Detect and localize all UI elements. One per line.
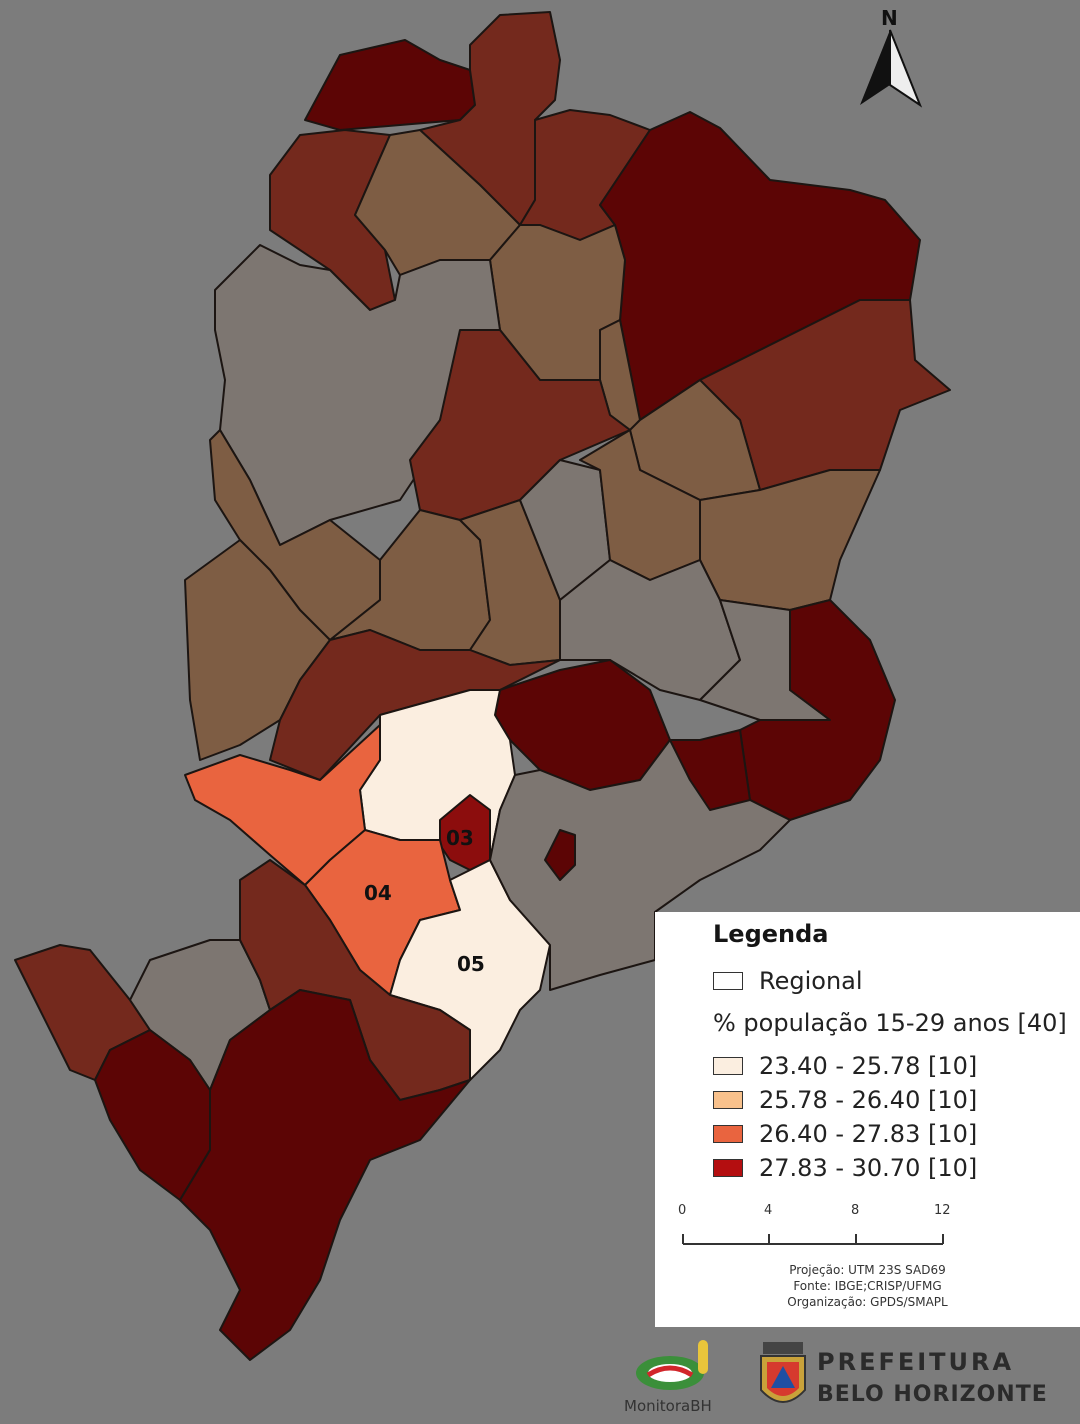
scale-bar: 0 4 8 12 km — [678, 1203, 955, 1245]
map-region — [669, 729, 751, 811]
credit-projection: Projeção: UTM 23S SAD69 — [789, 1263, 946, 1277]
north-arrow-icon: N — [860, 6, 923, 108]
legend-class-label: 25.78 - 26.40 [10] — [759, 1086, 978, 1114]
coat-of-arms-icon — [760, 1342, 806, 1403]
legend-subtitle: % população 15-29 anos [40] — [713, 1009, 1067, 1037]
legend-class-label: 26.40 - 27.83 [10] — [759, 1120, 978, 1148]
north-label: N — [881, 6, 898, 30]
prefeitura-logo: PREFEITURA BELO HORIZONTE — [755, 1338, 1047, 1420]
legend-class-row: 26.40 - 27.83 [10] — [713, 1120, 977, 1148]
legend-regional-row: Regional — [713, 967, 863, 995]
legend-class-row: 23.40 - 25.78 [10] — [713, 1052, 977, 1080]
monitora-label: MonitoraBH — [624, 1397, 712, 1415]
scale-tick-label: 0 — [678, 1203, 686, 1218]
legend-class-label: 27.83 - 30.70 [10] — [759, 1154, 978, 1182]
credit-source: Fonte: IBGE;CRISP/UFMG — [793, 1279, 942, 1293]
prefeitura-line1: PREFEITURA — [817, 1348, 1015, 1376]
legend-swatch — [713, 1091, 743, 1109]
legend-class-row: 25.78 - 26.40 [10] — [713, 1086, 977, 1114]
map-region — [184, 724, 381, 886]
monitora-logo-mark — [636, 1340, 708, 1390]
prefeitura-line2: BELO HORIZONTE — [817, 1382, 1048, 1407]
legend-regional-label: Regional — [759, 967, 863, 995]
region-label-04: 04 — [364, 881, 392, 905]
scale-tick-label: 12 km — [934, 1203, 955, 1218]
monitora-bh-logo: MonitoraBH — [620, 1335, 730, 1420]
legend-swatch — [713, 1057, 743, 1075]
map-region — [304, 39, 476, 131]
legend-swatch — [713, 1159, 743, 1177]
credit-organization: Organização: GPDS/SMAPL — [787, 1295, 948, 1309]
legend-title: Legenda — [713, 920, 829, 948]
legend: Legenda Regional % população 15-29 anos … — [655, 912, 1080, 1327]
map-region — [179, 989, 471, 1361]
legend-class-row: 27.83 - 30.70 [10] — [713, 1154, 977, 1182]
map-credits: Projeção: UTM 23S SAD69 Fonte: IBGE;CRIS… — [655, 1262, 1080, 1310]
map-region — [544, 829, 576, 881]
region-label-05: 05 — [457, 952, 485, 976]
legend-swatch — [713, 1125, 743, 1143]
region-label-03: 03 — [446, 826, 474, 850]
scale-tick-label: 8 — [851, 1203, 859, 1218]
legend-swatch-regional — [713, 972, 743, 990]
legend-class-label: 23.40 - 25.78 [10] — [759, 1052, 978, 1080]
scale-tick-label: 4 — [764, 1203, 772, 1218]
